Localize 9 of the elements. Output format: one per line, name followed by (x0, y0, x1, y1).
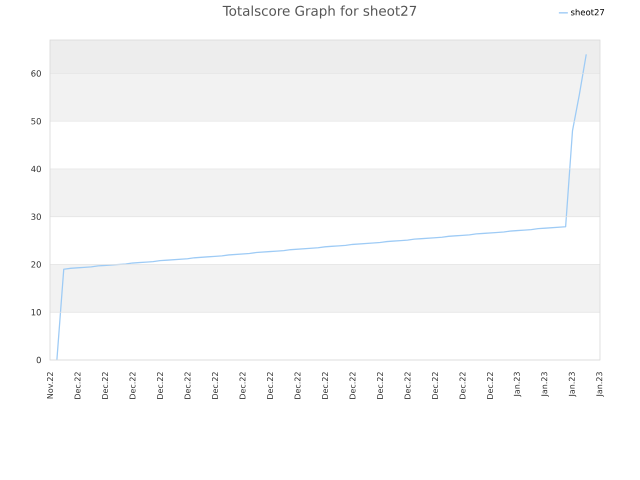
y-tick-label: 30 (31, 214, 41, 220)
y-tick-label: 60 (31, 70, 41, 77)
y-tick-label: 40 (31, 166, 41, 172)
y-tick-label: 10 (32, 309, 41, 316)
legend-label: sheot27 (570, 8, 604, 16)
y-tick-label: 0 (36, 356, 41, 364)
y-tick-label: 20 (31, 261, 41, 268)
chart-title: Totalscore Graph for sheot27 (222, 6, 416, 19)
y-tick-label: 50 (31, 118, 41, 124)
